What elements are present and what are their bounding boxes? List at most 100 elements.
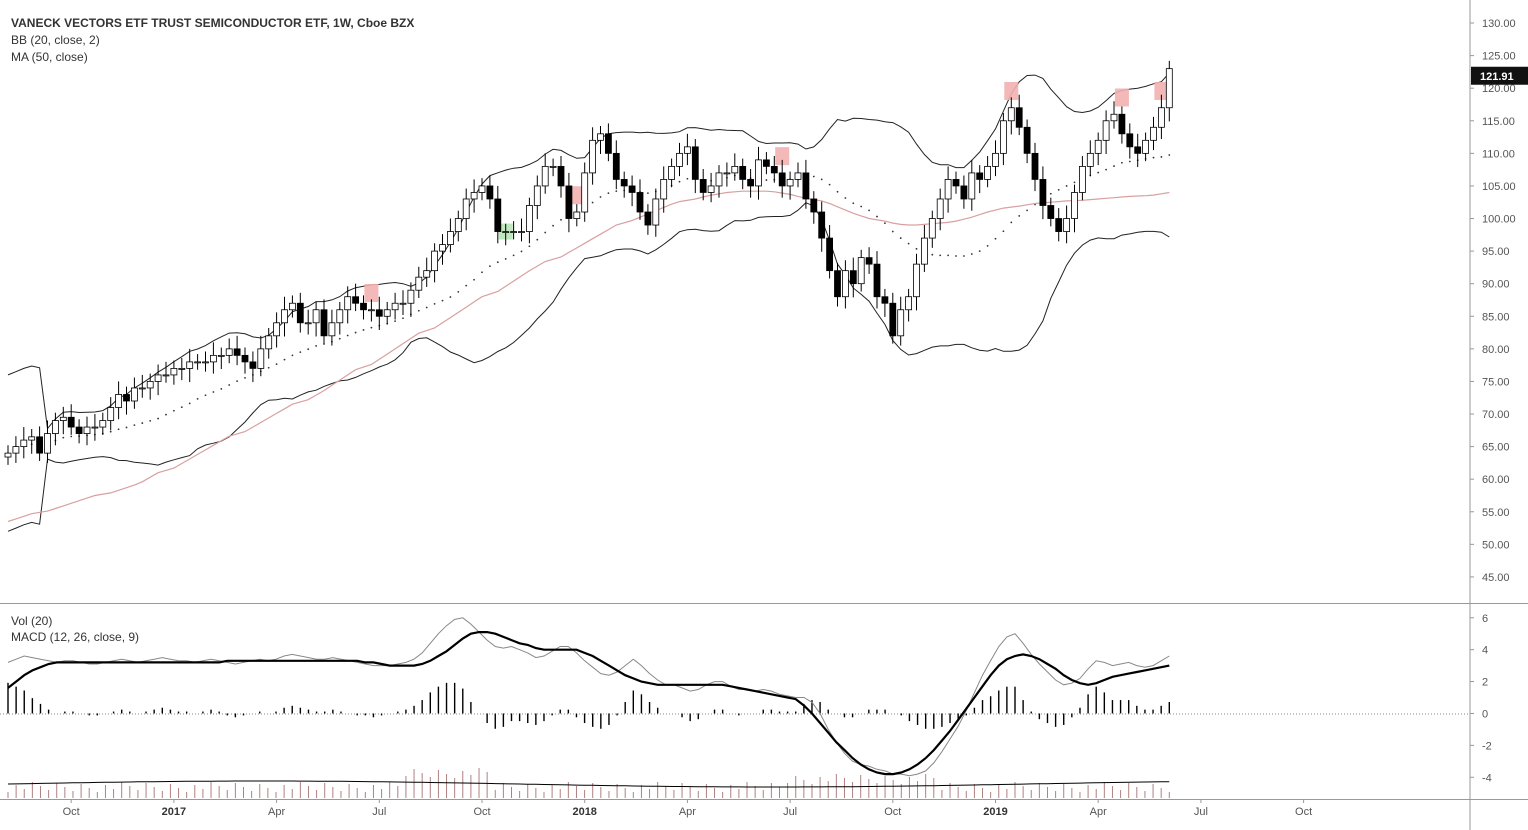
candle-up <box>731 165 739 174</box>
bb-basis-dot <box>1128 160 1131 163</box>
bb-basis-dot <box>536 238 539 241</box>
candle-up <box>83 426 91 434</box>
candle-down <box>976 172 984 180</box>
candle-up <box>304 322 312 325</box>
candle-up <box>225 348 233 356</box>
candle-up <box>968 172 976 200</box>
bb-basis-dot <box>244 376 246 379</box>
bb-basis-dot <box>1073 181 1076 184</box>
candle-up <box>992 152 999 167</box>
candle-up <box>59 416 67 421</box>
bb-basis-dot <box>496 261 499 264</box>
candle-up <box>597 133 604 141</box>
bb-basis-dot <box>117 428 120 431</box>
candle-down <box>557 165 565 187</box>
bb-basis-dot <box>963 255 965 257</box>
bb-basis-dot <box>544 231 547 234</box>
bb-upper-band <box>7 72 1170 430</box>
candle-up <box>454 218 462 232</box>
candle-down <box>691 146 699 180</box>
bb-basis-dot <box>1113 165 1115 167</box>
candle-up <box>431 250 439 272</box>
date-tick-label: Jul <box>783 806 797 818</box>
bb-basis-dot <box>441 299 444 302</box>
candle-up <box>1094 139 1102 154</box>
candle-down <box>960 185 968 200</box>
bb-basis-dot <box>678 180 681 183</box>
candle-down <box>889 302 897 337</box>
candle-up <box>4 452 12 458</box>
bb-basis-dot <box>204 394 207 397</box>
price-tick-label: 85.00 <box>1482 311 1510 323</box>
bb-basis-dot <box>425 306 428 309</box>
candle-down <box>123 394 130 402</box>
candle-up <box>984 165 991 180</box>
candle-down <box>233 348 241 356</box>
bb-basis-dot <box>125 426 128 429</box>
candle-down <box>360 302 367 311</box>
candle-up <box>936 198 944 219</box>
candle-up <box>944 179 952 200</box>
bb-basis-dot <box>994 237 997 240</box>
candle-up <box>684 146 691 154</box>
candle-down <box>1055 218 1063 232</box>
bb-basis-dot <box>970 253 973 255</box>
candle-down <box>605 133 612 154</box>
candle-up <box>52 420 59 434</box>
bb-basis-dot <box>852 202 855 205</box>
candle-down <box>1047 205 1055 219</box>
bb-basis-dot <box>283 358 286 361</box>
peak-highlight-marker <box>775 147 790 166</box>
price-tick-label: 100.00 <box>1482 214 1516 226</box>
candle-down <box>865 257 873 265</box>
price-tick-label: 75.00 <box>1482 376 1510 388</box>
bb-basis-dot <box>228 384 231 386</box>
candle-up <box>288 302 296 311</box>
candle-up <box>407 289 415 304</box>
candle-down <box>881 296 889 304</box>
candle-down <box>834 270 841 298</box>
macd-pane <box>0 617 1470 798</box>
candle-down <box>628 185 636 193</box>
bb-basis-dot <box>417 309 420 312</box>
candle-down <box>1134 146 1142 154</box>
bb-basis-dot <box>615 190 618 193</box>
candle-up <box>905 296 912 311</box>
bb-basis-dot <box>481 271 483 274</box>
bb-indicator-label: BB (20, close, 2) <box>11 33 100 47</box>
candle-down <box>810 198 818 213</box>
candle-up <box>1007 107 1015 122</box>
candle-up <box>518 231 525 233</box>
candle-up <box>652 198 660 226</box>
price-tick-label: 130.00 <box>1482 18 1516 30</box>
candle-up <box>928 218 936 239</box>
date-axis: Oct 2017 Apr Jul Oct 2018 Apr Jul Oct 2019 Apr Jul O… <box>63 799 1312 818</box>
candle-down <box>747 179 754 187</box>
bb-basis-dot <box>812 175 815 178</box>
bb-basis-dot <box>489 265 491 267</box>
bb-basis-dot <box>1152 156 1155 159</box>
candle-down <box>67 416 75 428</box>
bb-basis-dot <box>599 196 602 198</box>
bb-basis-dot <box>1002 230 1005 233</box>
candle-down <box>699 179 707 193</box>
candle-down <box>375 309 383 317</box>
date-tick-label: Oct <box>884 806 901 818</box>
macd-indicator-label: MACD (12, 26, close, 9) <box>11 630 140 644</box>
candle-down <box>612 152 620 180</box>
candle-down <box>1126 133 1134 148</box>
bb-basis-dot <box>765 179 768 181</box>
candle-up <box>842 270 849 298</box>
candle-up <box>273 322 281 337</box>
macd-axis: 6 4 2 0 -2 -4 <box>1470 613 1492 784</box>
candle-up <box>209 354 217 363</box>
price-tick-label: 70.00 <box>1482 409 1510 421</box>
candle-up <box>194 361 202 364</box>
price-tick-label: 90.00 <box>1482 279 1510 291</box>
bb-basis-dot <box>939 254 942 257</box>
bb-basis-dot <box>275 363 278 366</box>
candle-up <box>707 185 715 193</box>
bb-basis-dot <box>915 247 918 250</box>
candle-up <box>186 361 194 369</box>
candle-up <box>257 348 265 369</box>
